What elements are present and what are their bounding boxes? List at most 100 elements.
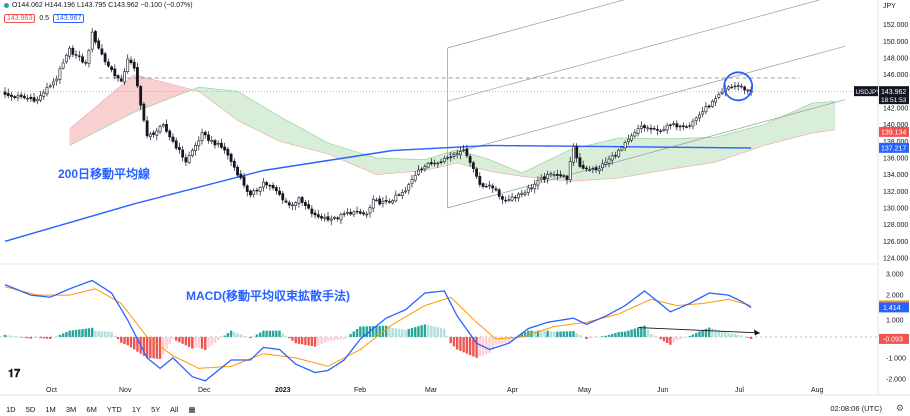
candle-down [300,197,304,203]
cloud-segment [654,138,658,173]
candle-up [740,85,743,88]
macd-histogram-bar [84,328,87,337]
ohlc-legend: O144.062 H144.196 L143.795 C143.962 −0.1… [4,2,193,9]
cloud-segment [792,109,797,139]
cloud-segment [376,157,380,175]
cloud-segment [366,154,371,173]
cloud-segment [670,138,674,170]
gear-icon[interactable]: ⚙ [895,403,904,413]
candle-up [604,161,608,165]
candle-up [572,145,575,163]
macd-histogram-bar [171,336,175,340]
cloud-segment [595,142,600,180]
cloud-segment [175,85,180,97]
candle-up [158,126,162,133]
cloud-segment [253,100,258,131]
candle-up [442,158,446,162]
timeframe-1m[interactable]: 1M [45,405,56,414]
candle-down [165,124,168,132]
macd-histogram-bar [326,336,330,342]
macd-histogram-bar [485,336,488,355]
macd-histogram-bar [614,332,617,337]
macd-tick-label: 1.000 [886,318,904,325]
cloud-segment [699,137,703,165]
macd-histogram-bar [598,336,601,338]
candle-up [462,149,466,151]
candle-down [555,174,559,176]
ask-tag[interactable]: 143.967 [53,14,85,23]
timeframe-1d[interactable]: 1D [6,405,16,414]
cloud-segment [663,138,668,171]
cloud-segment [770,120,774,145]
macd-histogram-bar [720,331,724,337]
macd-histogram-bar [533,330,536,337]
price-badge-text: 137.217 [881,145,906,152]
candle-down [730,86,734,89]
cloud-segment [240,92,245,125]
macd-histogram-bar [394,328,398,337]
candle-up [533,183,537,190]
candle-up [688,125,692,127]
timeframe-6m[interactable]: 6M [86,405,97,414]
cloud-segment [392,158,397,174]
time-tick-label: Oct [46,387,57,394]
status-dot [4,2,9,8]
timeframe-1y[interactable]: 1Y [131,405,142,414]
macd-histogram-bar [258,332,262,337]
timeframe-5y[interactable]: 5Y [151,405,161,414]
utc-clock[interactable]: 02:08:06 (UTC) [830,404,882,413]
candle-up [714,98,718,103]
candle-up [562,175,566,177]
candle-down [178,147,181,150]
candle-up [323,216,327,219]
cloud-segment [805,104,810,135]
macd-histogram-bar [23,336,26,338]
candle-down [559,174,562,177]
cloud-segment [789,111,794,140]
macd-histogram-bar [565,331,569,337]
macd-histogram-bar [698,331,701,337]
macd-histogram-bar [107,331,110,337]
candle-down [184,157,188,163]
candle-up [200,132,204,141]
macd-histogram-bar [149,336,152,359]
macd-histogram-bar [39,336,42,339]
cloud-segment [825,101,829,132]
date-range-icon[interactable]: ▦ [188,405,196,414]
candle-down [378,198,382,205]
macd-histogram-bar [633,328,637,337]
candle-up [64,54,68,63]
candle-down [168,130,172,138]
candle-up [345,212,349,214]
candle-up [391,200,395,204]
tradingview-logo-icon[interactable]: 𝟏𝟕 [8,368,21,380]
candle-down [6,93,10,96]
candle-down [145,120,149,137]
candle-down [19,94,23,97]
cloud-segment [69,125,74,146]
timeframe-3m[interactable]: 3M [65,405,77,414]
macd-histogram-bar [430,325,433,337]
cloud-segment [715,136,720,163]
price-badge [879,126,909,137]
macd-histogram-bar [365,326,368,337]
price-badge-text: 139.134 [881,129,906,136]
bid-tag[interactable]: 143.963 [4,14,36,23]
candle-down [307,204,311,209]
price-tick-label: 130.000 [883,206,908,213]
macd-histogram-bar [168,336,171,345]
currency-label: JPY [883,3,896,10]
candle-down [110,66,113,71]
timeframe-5d[interactable]: 5D [25,405,36,414]
timeframe-all[interactable]: All [170,405,179,414]
macd-histogram-bar [197,336,200,348]
candle-down [543,176,546,180]
macd-histogram-bar [552,331,556,337]
macd-histogram-bar [49,336,52,340]
candle-down [336,217,340,220]
macd-histogram-bar [317,336,320,346]
candle-up [526,187,530,193]
timeframe-ytd[interactable]: YTD [106,405,122,414]
candle-down [242,176,246,186]
macd-histogram-bar [310,336,314,347]
